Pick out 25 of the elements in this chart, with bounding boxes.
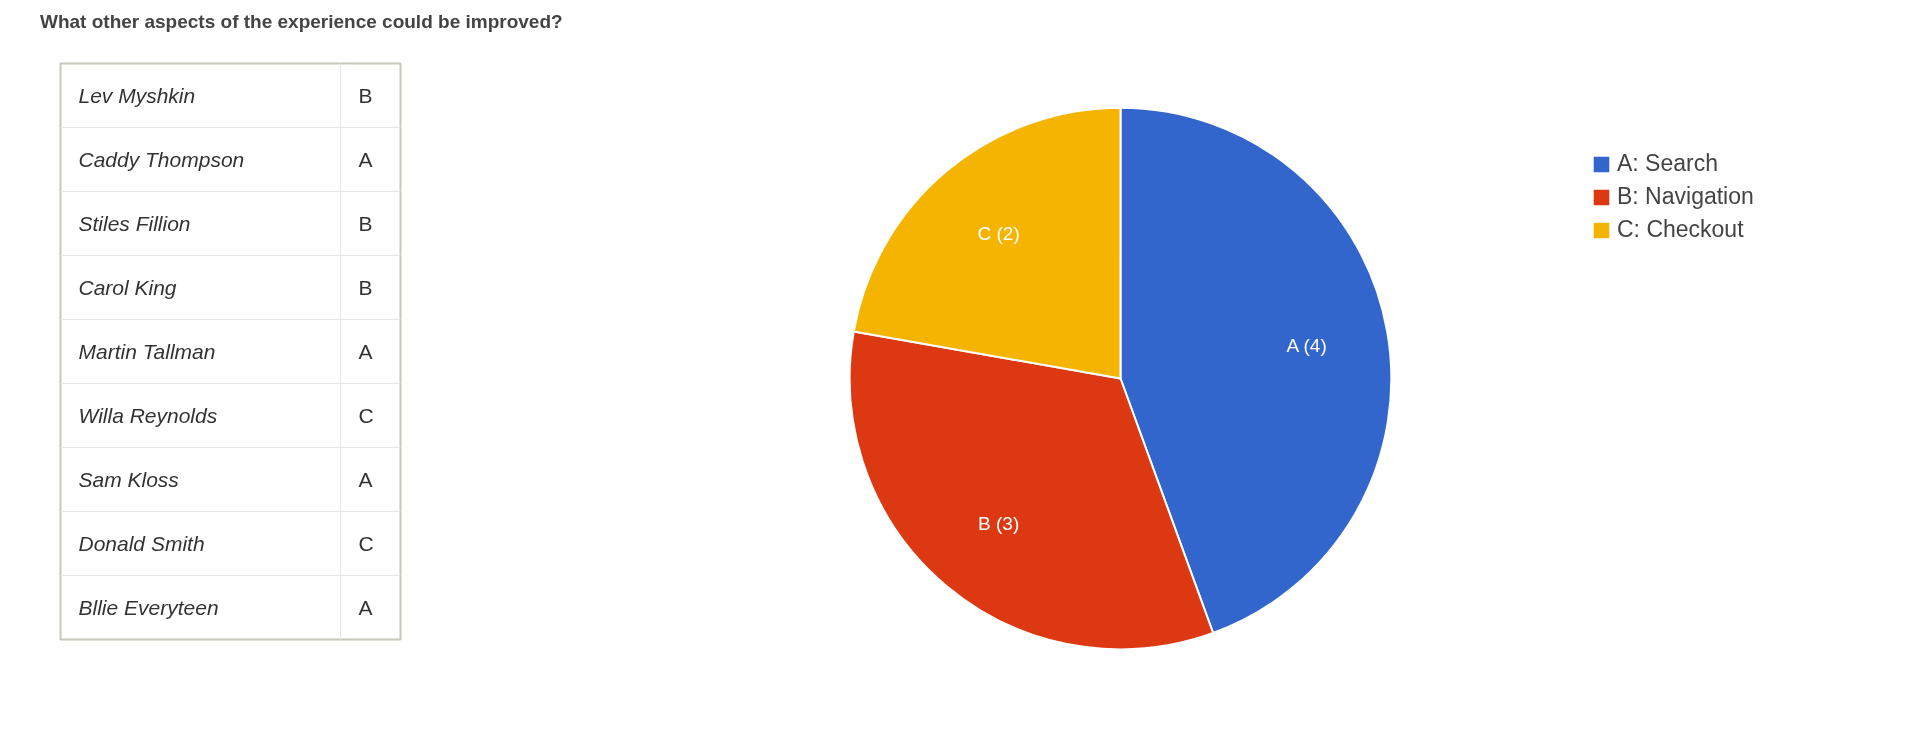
text: Caddy Thompson [78, 148, 245, 171]
text: Willa Reynolds [78, 404, 218, 427]
text: Lev Myshkin [78, 84, 196, 107]
text: B [358, 212, 373, 235]
text: A [358, 468, 373, 491]
text: Stiles Fillion [78, 212, 191, 235]
text: Bllie Everyteen [78, 596, 219, 619]
text: C [358, 532, 374, 555]
text: Martin Tallman [78, 340, 216, 363]
legend-label: B: Navigation [1617, 183, 1754, 210]
text: Sam Kloss [78, 468, 180, 491]
legend-label: A: Search [1617, 150, 1718, 177]
text: What other aspects of the experience could be improved? [40, 10, 563, 34]
text: A [358, 148, 373, 171]
text: Carol King [78, 276, 177, 299]
text: Donald Smith [78, 532, 205, 555]
data-label: B (3) [978, 513, 1020, 535]
text: A [358, 596, 373, 619]
legend-label: C: Checkout [1617, 216, 1744, 243]
text: B [358, 276, 373, 299]
data-label: C (2) [977, 222, 1020, 244]
text: A [358, 340, 373, 363]
text: C [358, 404, 374, 427]
data-label: A (4) [1286, 335, 1327, 357]
text: B [358, 84, 373, 107]
